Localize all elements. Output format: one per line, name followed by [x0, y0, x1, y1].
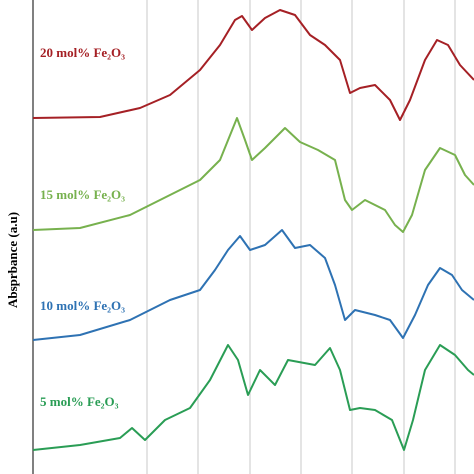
series-label: 10 mol% Fe₂O₃ [40, 298, 125, 313]
series-label: 20 mol% Fe₂O₃ [40, 45, 125, 60]
series-line [32, 344, 474, 451]
series-label: 5 mol% Fe₂O₃ [40, 394, 119, 409]
series-line [32, 9, 474, 121]
series-label: 15 mol% Fe₂O₃ [40, 187, 125, 202]
series-line [32, 117, 474, 233]
y-axis-label: Absprbance (a.u) [5, 212, 20, 308]
series-line [32, 229, 474, 341]
